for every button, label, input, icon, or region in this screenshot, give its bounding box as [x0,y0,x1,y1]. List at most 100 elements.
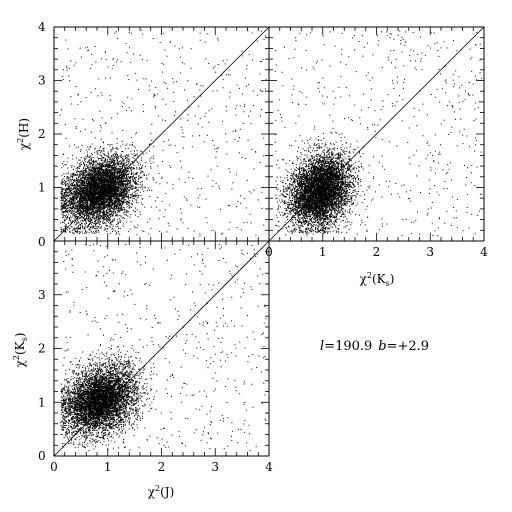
scatter-point [65,215,67,217]
scatter-point [118,207,120,209]
scatter-point [97,192,99,194]
scatter-point [119,202,121,204]
scatter-point [87,177,89,179]
scatter-point [111,168,113,170]
scatter-point [91,195,93,197]
scatter-point [66,188,68,190]
scatter-point [140,194,142,196]
scatter-point [145,177,147,179]
scatter-point [131,188,133,190]
scatter-point [74,217,76,219]
scatter-point [79,199,81,201]
scatter-point [77,184,79,186]
scatter-point [92,225,94,227]
scatter-point [149,196,151,198]
scatter-point [90,202,92,204]
scatter-point [83,209,85,211]
scatter-point [90,155,92,157]
scatter-point [88,207,90,209]
scatter-point [89,198,91,200]
scatter-point [98,181,100,183]
scatter-point [80,194,82,196]
scatter-point [97,175,99,177]
scatter-point [110,223,112,225]
scatter-point [77,202,79,204]
scatter-point [120,156,122,158]
scatter-point [130,196,132,198]
scatter-point [133,168,135,170]
scatter-point [90,160,92,162]
scatter-point [113,157,115,159]
scatter-point [62,207,64,209]
scatter-point [95,164,97,166]
scatter-point [105,163,107,165]
scatter-point [109,171,111,173]
scatter-point [95,185,97,187]
scatter-point [114,208,116,210]
scatter-point [88,216,90,218]
scatter-point [95,201,97,203]
scatter-point [113,208,115,210]
scatter-point [104,180,106,182]
scatter-point [153,146,155,148]
scatter-point [83,195,85,197]
scatter-point [128,158,130,160]
scatter-point [87,161,89,163]
scatter-point [107,199,109,201]
scatter-point [116,215,118,217]
scatter-point [80,177,82,179]
scatter-point [107,215,109,217]
scatter-point [105,190,107,192]
scatter-point [101,176,103,178]
scatter-point [79,191,81,193]
scatter-point [104,192,106,194]
scatter-point [121,199,123,201]
scatter-point [85,195,87,197]
scatter-point [100,186,102,188]
scatter-point [114,211,116,213]
scatter-point [137,181,139,183]
scatter-point [103,214,105,216]
scatter-point [120,166,122,168]
scatter-point [109,215,111,217]
scatter-point [84,178,86,180]
scatter-point [76,174,78,176]
scatter-point [94,217,96,219]
scatter-point [90,191,92,193]
scatter-point [117,189,119,191]
scatter-point [91,209,93,211]
scatter-point [70,175,72,177]
scatter-point [119,160,121,162]
scatter-point [127,160,129,162]
scatter-point [71,208,73,210]
scatter-point [66,201,68,203]
scatter-point [125,199,127,201]
scatter-point [115,197,117,199]
scatter-point [128,168,130,170]
scatter-point [98,158,100,160]
scatter-point [70,222,72,224]
scatter-point [112,177,114,179]
scatter-point [76,190,78,192]
scatter-point [95,181,97,183]
scatter-point [102,208,104,210]
scatter-point [127,196,129,198]
scatter-point [96,165,98,167]
scatter-point [85,210,87,212]
scatter-point [65,207,67,209]
scatter-point [97,215,99,217]
scatter-point [124,167,126,169]
scatter-point [91,205,93,207]
scatter-point [64,194,66,196]
scatter-point [102,203,104,205]
scatter-point [129,179,131,181]
scatter-point [108,157,110,159]
scatter-point [79,166,81,168]
scatter-point [113,163,115,165]
scatter-point [108,187,110,189]
scatter-point [94,170,96,172]
scatter-point [138,167,140,169]
scatter-point [76,193,78,195]
scatter-point [70,207,72,209]
scatter-point [112,214,114,216]
